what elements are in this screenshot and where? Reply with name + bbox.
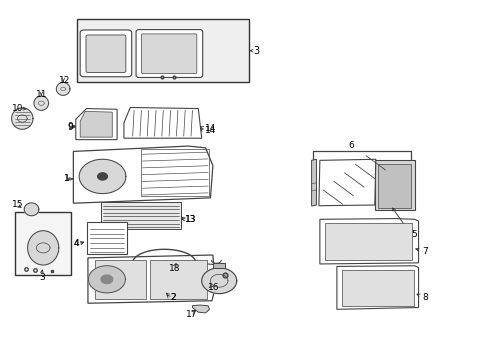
Bar — [377, 163, 410, 208]
Polygon shape — [319, 219, 418, 264]
Text: 11: 11 — [36, 90, 48, 99]
Polygon shape — [80, 111, 112, 137]
Polygon shape — [101, 275, 113, 284]
Text: 1: 1 — [63, 175, 69, 184]
Polygon shape — [24, 203, 39, 216]
Text: 13: 13 — [185, 215, 196, 224]
Text: 18: 18 — [169, 264, 180, 273]
Bar — [324, 223, 411, 260]
Text: 7: 7 — [421, 247, 427, 256]
Polygon shape — [311, 159, 316, 206]
Polygon shape — [123, 108, 201, 138]
Bar — [101, 202, 181, 229]
Polygon shape — [202, 268, 236, 294]
Text: 14: 14 — [204, 124, 216, 133]
Bar — [15, 212, 71, 275]
Text: 4: 4 — [73, 239, 79, 248]
Text: 15: 15 — [12, 200, 23, 209]
Polygon shape — [318, 159, 375, 206]
Polygon shape — [28, 231, 59, 265]
Text: 10: 10 — [12, 104, 23, 113]
Polygon shape — [192, 305, 209, 313]
Polygon shape — [336, 266, 418, 309]
Text: 8: 8 — [421, 293, 427, 302]
Polygon shape — [56, 82, 70, 95]
Polygon shape — [34, 96, 48, 110]
Text: 5: 5 — [410, 230, 416, 239]
Text: 12: 12 — [59, 76, 70, 85]
Polygon shape — [12, 108, 33, 129]
Text: 3: 3 — [39, 273, 45, 282]
Bar — [149, 260, 206, 298]
Bar — [77, 19, 249, 82]
Text: 6: 6 — [348, 141, 354, 150]
Text: 1: 1 — [63, 175, 69, 184]
Polygon shape — [76, 109, 117, 140]
Text: 2: 2 — [170, 293, 176, 302]
Text: 13: 13 — [185, 215, 196, 224]
Polygon shape — [79, 159, 125, 194]
Text: 9: 9 — [67, 123, 73, 132]
Polygon shape — [88, 255, 215, 303]
Bar — [213, 263, 224, 268]
FancyBboxPatch shape — [136, 30, 202, 77]
Bar — [374, 160, 414, 210]
Bar — [87, 222, 126, 254]
Text: 9: 9 — [67, 122, 73, 131]
Polygon shape — [88, 266, 125, 293]
Text: 14: 14 — [204, 126, 216, 135]
Bar — [341, 270, 413, 306]
Text: 16: 16 — [207, 283, 219, 292]
Text: 4: 4 — [73, 239, 79, 248]
FancyBboxPatch shape — [80, 30, 131, 77]
Polygon shape — [98, 173, 107, 180]
Text: 3: 3 — [253, 46, 259, 56]
Polygon shape — [73, 146, 212, 203]
FancyBboxPatch shape — [141, 34, 197, 73]
Text: 2: 2 — [170, 293, 176, 302]
Bar — [95, 260, 145, 298]
Text: 17: 17 — [186, 310, 197, 319]
FancyBboxPatch shape — [86, 35, 125, 72]
Bar — [141, 149, 209, 196]
